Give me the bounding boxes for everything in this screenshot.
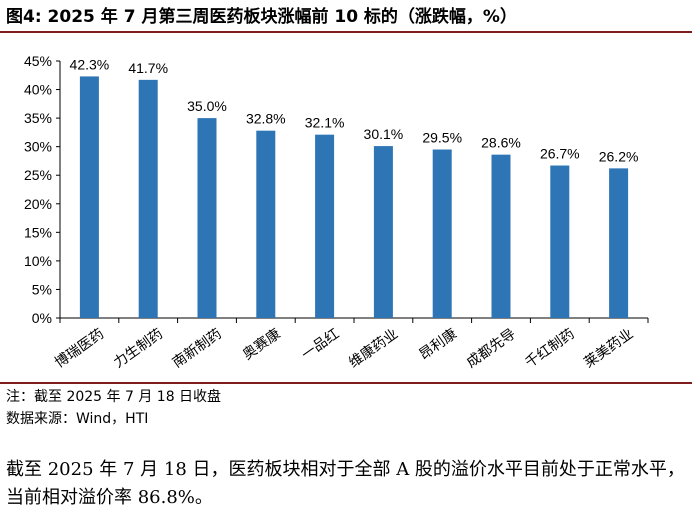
y-tick-label: 45% — [24, 53, 52, 69]
x-category-label: 博瑞医药 — [52, 325, 108, 371]
data-label: 26.7% — [540, 146, 580, 162]
y-tick-label: 35% — [24, 110, 52, 126]
bar — [197, 118, 217, 318]
data-label: 41.7% — [128, 60, 168, 76]
x-category-label: 南新制药 — [170, 326, 225, 371]
y-tick-label: 5% — [32, 281, 52, 297]
x-category-label: 成都先导 — [464, 326, 519, 371]
data-label: 32.8% — [246, 111, 286, 127]
y-tick-label: 30% — [24, 139, 52, 155]
x-category-label: 奥赛康 — [239, 325, 283, 363]
y-tick-label: 40% — [24, 82, 52, 98]
bar-chart: 0% 5% 10% 15% 20% 25% 30% 35% 40% 45% 42.3% 博瑞医药 41.… — [24, 53, 649, 371]
bottom-rule — [0, 382, 692, 384]
note-date: 注：截至 2025 年 7 月 18 日收盘 — [6, 389, 222, 405]
x-category-label: 维康药业 — [346, 325, 402, 371]
data-label: 42.3% — [70, 56, 110, 72]
y-tick-label: 15% — [24, 224, 52, 240]
bar — [256, 130, 276, 318]
bar — [79, 76, 99, 318]
data-label: 30.1% — [364, 126, 404, 142]
y-tick-label: 20% — [24, 196, 52, 212]
figure-title: 图4: 2025 年 7 月第三周医药板块涨幅前 10 标的（涨跌幅，%） — [6, 7, 517, 27]
data-label: 26.2% — [599, 148, 639, 164]
x-category-label: 力生制药 — [111, 326, 166, 371]
top-rule — [0, 31, 692, 33]
y-tick-label: 25% — [24, 167, 52, 183]
x-category-label: 千红制药 — [523, 326, 578, 371]
body-paragraph: 截至 2025 年 7 月 18 日，医药板块相对于全部 A 股的溢价水平目前处… — [6, 459, 685, 508]
bar — [491, 154, 511, 318]
y-tick-label: 0% — [32, 310, 52, 326]
note-source: 数据来源：Wind，HTI — [6, 411, 149, 427]
x-category-label: 昂利康 — [416, 325, 460, 363]
x-category-label: 莱美药业 — [581, 326, 636, 371]
y-tick-label: 10% — [24, 253, 52, 269]
data-label: 35.0% — [187, 98, 227, 114]
bar — [373, 146, 393, 318]
data-label: 32.1% — [305, 115, 345, 131]
bar — [315, 134, 335, 318]
bar — [550, 165, 570, 318]
bar — [138, 79, 158, 318]
bar — [432, 149, 452, 318]
bar — [609, 168, 629, 318]
x-category-label: 一品红 — [299, 326, 343, 363]
data-label: 28.6% — [481, 135, 521, 151]
data-label: 29.5% — [422, 130, 462, 146]
